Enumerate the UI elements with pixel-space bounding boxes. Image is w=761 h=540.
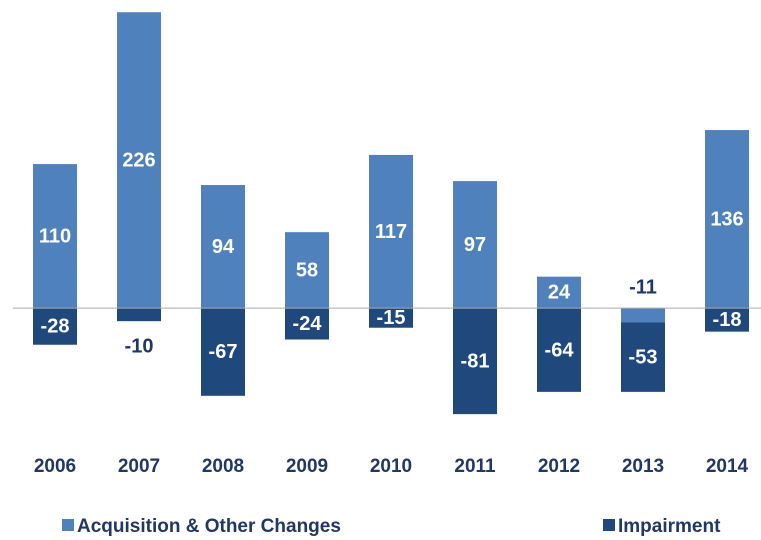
data-label: -11 xyxy=(629,276,657,298)
data-label: 110 xyxy=(39,225,71,247)
data-label: -53 xyxy=(629,346,658,368)
bar xyxy=(285,232,329,309)
data-label: -28 xyxy=(41,316,70,338)
data-label: -24 xyxy=(293,313,323,335)
data-label: 24 xyxy=(548,282,571,304)
x-tick-label: 2014 xyxy=(706,456,749,477)
x-tick-label: 2013 xyxy=(622,456,664,477)
x-tick-label: 2011 xyxy=(454,456,496,477)
data-label: -10 xyxy=(125,335,154,357)
bar xyxy=(621,322,665,392)
data-label: -64 xyxy=(545,339,575,361)
x-tick-label: 2006 xyxy=(34,456,76,477)
bar xyxy=(705,308,749,332)
data-label: 58 xyxy=(296,259,318,281)
bar xyxy=(453,181,497,309)
data-label: 97 xyxy=(464,234,486,256)
bar xyxy=(621,308,665,323)
bar xyxy=(201,308,245,396)
bar xyxy=(33,164,77,309)
bar xyxy=(453,308,497,415)
bar xyxy=(705,130,749,309)
x-tick-label: 2007 xyxy=(118,456,160,477)
data-label: -15 xyxy=(377,307,406,329)
x-tick-label: 2012 xyxy=(538,456,580,477)
legend-swatch xyxy=(603,519,615,531)
bar xyxy=(117,12,161,309)
bar xyxy=(33,308,77,345)
bar xyxy=(285,308,329,340)
x-tick-label: 2008 xyxy=(202,456,244,477)
bar xyxy=(117,308,161,322)
bar xyxy=(537,308,581,392)
data-label: 117 xyxy=(375,221,407,243)
bar xyxy=(201,185,245,309)
legend-label: Impairment xyxy=(618,516,721,537)
bar xyxy=(369,308,413,328)
bar xyxy=(369,154,413,309)
data-label: -67 xyxy=(209,341,238,363)
legend-swatch xyxy=(62,519,74,531)
x-tick-label: 2010 xyxy=(370,456,412,477)
bar xyxy=(537,276,581,309)
x-tick-label: 2009 xyxy=(286,456,328,477)
data-label: 94 xyxy=(212,236,235,258)
data-label: -18 xyxy=(713,309,742,331)
data-label: 226 xyxy=(122,149,155,171)
data-label: -81 xyxy=(461,350,490,372)
legend-label: Acquisition & Other Changes xyxy=(77,516,341,537)
data-label: 136 xyxy=(710,208,743,230)
